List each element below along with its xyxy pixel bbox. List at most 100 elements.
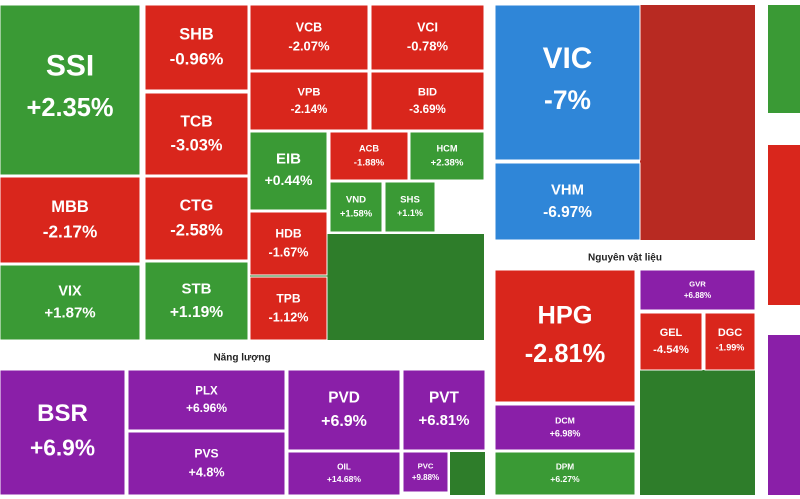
group-title: Năng lượng [213,353,270,364]
tile-value: -2.07% [288,39,330,54]
tile [494,451,636,496]
tile-label: VIX [58,283,82,299]
tile [127,431,286,496]
tile [384,181,436,233]
tile [639,312,703,371]
tile-value: -1.88% [354,158,385,169]
tile-label: GEL [660,327,683,339]
tile-value: +2.38% [431,158,464,169]
tile-value: +14.68% [327,474,362,484]
tile [249,4,369,71]
tile-label: SHB [179,26,214,44]
tile-value: -1.12% [269,310,309,324]
tile-value: -3.69% [409,103,446,116]
tile-value: +6.9% [30,435,95,461]
tile-label: PVC [418,461,434,470]
tile [402,369,486,451]
tile [127,369,286,431]
tile-value: +6.88% [684,291,711,300]
minor-area [768,5,800,113]
tile-value: -1.99% [716,343,745,353]
tile-value: +6.27% [550,474,580,484]
tile-value: -3.03% [171,137,223,155]
tile-label: PVT [429,390,460,407]
tile-label: VND [346,194,366,205]
tile-label: VHM [551,182,584,198]
tile [0,264,141,341]
tile [494,4,641,161]
tile-value: -2.81% [525,340,606,368]
tile-label: HDB [275,227,301,241]
tile-label: SSI [46,49,94,82]
tile [329,181,383,233]
tile-value: -2.17% [43,221,97,241]
tile-value: +9.88% [412,473,439,482]
tile-label: CTG [180,198,214,215]
tile-label: PVD [328,390,360,407]
tile [370,71,485,131]
tile-value: +1.19% [170,304,223,321]
tile-label: OIL [337,462,351,471]
minor-area [768,335,800,495]
tile-value: -6.97% [543,204,592,221]
tile [494,162,641,241]
tile-label: STB [182,281,212,298]
tile-label: ACB [359,144,379,154]
tile-value: -0.78% [407,39,449,54]
tile-label: VCB [296,20,322,34]
tile [494,404,636,451]
tile [249,211,328,276]
tile [144,176,249,261]
tile-label: VIC [543,42,593,75]
tile [249,71,369,131]
tile-value: +1.1% [397,208,423,218]
tile [704,312,756,371]
tile-value: +0.44% [265,172,313,188]
tile-value: +6.96% [186,401,227,415]
tile-label: MBB [51,197,89,216]
minor-area [640,5,755,240]
tile-value: +1.87% [44,305,95,322]
tile-value: +6.81% [419,413,470,429]
tile [287,369,401,451]
tile-value: +2.35% [27,94,114,122]
tile [0,4,141,176]
tile-label: PLX [195,385,218,397]
minor-area [450,452,485,495]
tile-label: HPG [538,302,593,330]
tile [370,4,485,71]
tile-label: GVR [689,279,706,288]
tile-label: VCI [417,20,438,34]
tile [249,276,328,341]
tile-label: SHS [400,194,420,205]
tile-value: +1.58% [340,209,373,220]
tile-label: HCM [437,144,458,154]
tile-value: -2.58% [170,220,223,239]
tile-value: -4.54% [653,344,689,356]
tile [249,131,328,211]
tile [0,369,126,496]
tile-label: DGC [718,327,742,339]
tile-label: VPB [298,87,321,99]
tile-value: -1.67% [269,245,309,259]
tile [144,92,249,176]
tile-label: BSR [37,400,88,427]
tile [639,269,756,311]
tile [144,4,249,91]
tile-value: -7% [544,85,591,115]
tile [329,131,409,181]
minor-area [768,145,800,305]
tile [409,131,485,181]
tile-label: TPB [276,292,300,306]
tile [287,451,401,496]
tile-label: DPM [556,462,574,471]
tile-value: +4.8% [188,465,224,479]
tile [494,269,636,403]
tile-value: +6.9% [321,413,367,430]
tile-label: DCM [555,415,575,425]
tile-value: -0.96% [170,50,224,69]
group-title: Nguyên vật liệu [588,253,662,264]
tile-label: TCB [180,113,212,130]
tile-label: EIB [276,151,301,168]
